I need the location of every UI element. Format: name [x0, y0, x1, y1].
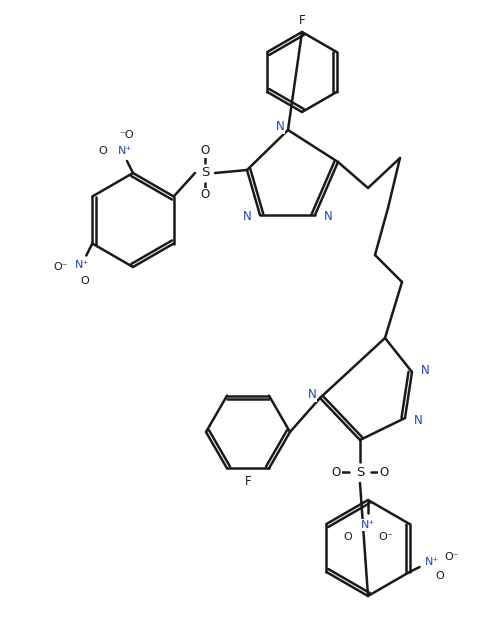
Text: N⁺: N⁺: [75, 261, 89, 271]
Text: O: O: [200, 189, 210, 201]
Text: O: O: [344, 532, 353, 542]
Text: N⁺: N⁺: [118, 146, 132, 156]
Text: O⁻: O⁻: [444, 552, 459, 562]
Text: ⁻O: ⁻O: [120, 130, 135, 140]
Text: N⁺: N⁺: [361, 520, 375, 530]
Text: N: N: [275, 121, 284, 134]
Text: N: N: [421, 364, 429, 376]
Text: S: S: [356, 466, 364, 479]
Text: O: O: [331, 466, 341, 479]
Text: F: F: [299, 14, 305, 26]
Text: S: S: [201, 166, 209, 179]
Text: N: N: [324, 211, 332, 224]
Text: N⁺: N⁺: [424, 557, 438, 567]
Text: O⁻: O⁻: [379, 532, 393, 542]
Text: O: O: [435, 571, 444, 581]
Text: F: F: [245, 475, 251, 488]
Text: O: O: [99, 146, 108, 156]
Text: O: O: [200, 144, 210, 158]
Text: O⁻: O⁻: [53, 262, 68, 272]
Text: O: O: [80, 276, 89, 286]
Text: N: N: [308, 389, 316, 401]
Text: N: N: [413, 414, 422, 426]
Text: N: N: [243, 211, 251, 224]
Text: O: O: [380, 466, 388, 479]
